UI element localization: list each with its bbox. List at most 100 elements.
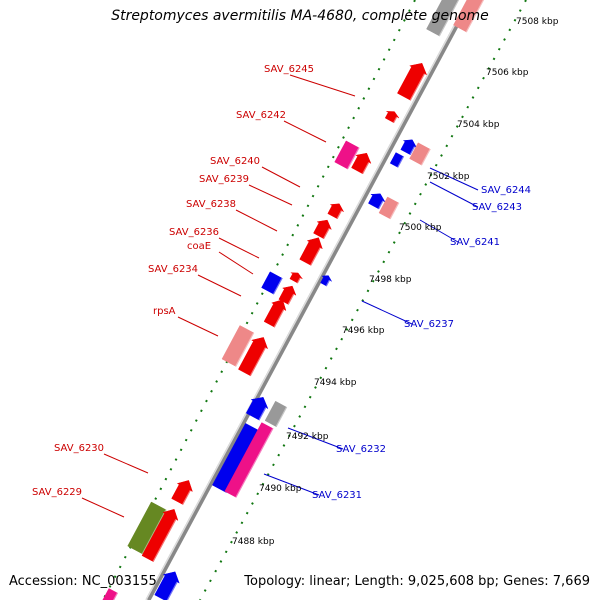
- gene-feature-shade: [235, 428, 275, 498]
- right-ruler-track: [199, 0, 527, 601]
- gene-feature: [351, 152, 372, 175]
- label-leader-line: [361, 300, 413, 325]
- gene-feature: [378, 196, 400, 220]
- accession-label: Accession: NC_003155: [9, 574, 157, 589]
- label-leader-line: [289, 74, 356, 97]
- gene-feature-shade: [235, 332, 255, 367]
- gene-label-forward: SAV_6239: [199, 174, 249, 185]
- tick-label: 7490 kbp: [259, 484, 302, 494]
- tick-label: 7498 kbp: [369, 275, 412, 285]
- gene-feature: [409, 142, 431, 166]
- gene-feature-shade: [152, 518, 178, 563]
- tick-label: 7494 kbp: [314, 378, 357, 388]
- tick-label: 7502 kbp: [427, 172, 470, 182]
- gene-feature-shade: [249, 347, 267, 377]
- gene-label-reverse: SAV_6232: [336, 444, 386, 455]
- gene-label-forward: SAV_6234: [148, 264, 198, 275]
- gene-feature-shade: [389, 202, 400, 220]
- gene-feature: [384, 111, 400, 124]
- gene-feature-shade: [409, 73, 426, 101]
- gene-feature-shade: [296, 277, 302, 284]
- gene-feature-shade: [182, 490, 192, 506]
- gene-features: [101, 0, 486, 604]
- gene-label-forward: coaE: [187, 241, 211, 252]
- label-leader-line: [419, 219, 459, 243]
- label-leader-line: [248, 184, 293, 206]
- label-leader-line: [103, 453, 149, 474]
- chromosome-axis-highlight: [145, 0, 469, 601]
- gene-feature-shade: [421, 148, 432, 166]
- label-leader-line: [263, 473, 320, 496]
- gene-feature: [397, 63, 428, 101]
- tick-label: 7504 kbp: [457, 120, 500, 130]
- genome-title: Streptomyces avermitilis MA-4680, comple…: [111, 8, 489, 24]
- label-leader-line: [235, 209, 278, 232]
- gene-feature-shade: [273, 309, 286, 328]
- label-leader-line: [283, 120, 327, 143]
- gene-feature: [334, 140, 360, 170]
- label-leader-line: [287, 427, 344, 450]
- tick-label: 7506 kbp: [486, 68, 529, 78]
- gene-feature: [238, 337, 269, 377]
- gene-feature-shade: [310, 247, 322, 266]
- gene-feature: [278, 285, 297, 305]
- label-leader-line: [81, 497, 125, 518]
- gene-feature: [221, 325, 255, 367]
- gene-feature-shade: [336, 210, 343, 220]
- gene-feature: [313, 219, 332, 240]
- gene-feature: [400, 139, 418, 156]
- gene-label-forward: SAV_6236: [169, 227, 219, 238]
- gene-feature-shade: [409, 146, 416, 156]
- gene-feature: [453, 0, 485, 33]
- gene-label-reverse: SAV_6244: [481, 185, 531, 196]
- genome-summary: Topology: linear; Length: 9,025,608 bp; …: [244, 574, 590, 589]
- tick-labels: 7488 kbp 7490 kbp 7492 kbp 7494 kbp 7496 kbp…: [232, 17, 559, 547]
- gene-feature: [154, 571, 180, 602]
- gene-label-forward: rpsA: [153, 306, 176, 317]
- gene-label-forward: SAV_6238: [186, 199, 236, 210]
- gene-feature: [426, 0, 460, 37]
- gene-feature-shade: [323, 227, 331, 240]
- gene-label-forward: SAV_6240: [210, 156, 260, 167]
- tick-label: 7488 kbp: [232, 537, 275, 547]
- gene-feature-shade: [273, 277, 284, 295]
- gene-label-forward: SAV_6245: [264, 64, 314, 75]
- gene-feature: [171, 480, 193, 505]
- gene-feature: [264, 400, 288, 428]
- gene-feature-shade: [347, 147, 361, 170]
- label-leader-line: [429, 167, 479, 191]
- gene-feature: [289, 272, 303, 284]
- gene-label-forward: SAV_6229: [32, 487, 82, 498]
- gene-feature-shade: [258, 407, 268, 421]
- label-leader-line: [177, 316, 219, 337]
- chromosome-axis: [145, 0, 473, 602]
- tick-label: 7496 kbp: [342, 326, 385, 336]
- label-leader-line: [218, 237, 260, 259]
- gene-label-reverse: SAV_6243: [472, 202, 522, 213]
- label-leaders: [81, 74, 479, 518]
- gene-feature: [320, 275, 333, 287]
- gene-feature: [327, 203, 345, 220]
- gene-feature-shade: [378, 200, 385, 210]
- tick-label: 7500 kbp: [399, 223, 442, 233]
- gene-label-forward: SAV_6230: [54, 443, 104, 454]
- gene-feature-shade: [393, 116, 398, 124]
- gene-feature-shade: [166, 581, 179, 602]
- gene-feature-shade: [438, 0, 461, 37]
- gene-label-reverse: SAV_6241: [450, 237, 500, 248]
- label-leader-line: [261, 166, 301, 188]
- gene-label-reverse: SAV_6237: [404, 319, 454, 330]
- gene-feature: [368, 193, 386, 210]
- gene-feature-shade: [465, 0, 486, 33]
- label-leader-line: [218, 251, 254, 275]
- gene-feature: [245, 397, 269, 421]
- gene-label-reverse: SAV_6231: [312, 490, 362, 501]
- gene-feature-shade: [362, 161, 371, 175]
- gene-feature: [141, 508, 179, 563]
- gene-feature-shade: [397, 156, 405, 168]
- gene-feature: [389, 152, 405, 168]
- gene-feature-shade: [275, 406, 288, 428]
- gene-feature: [299, 237, 323, 266]
